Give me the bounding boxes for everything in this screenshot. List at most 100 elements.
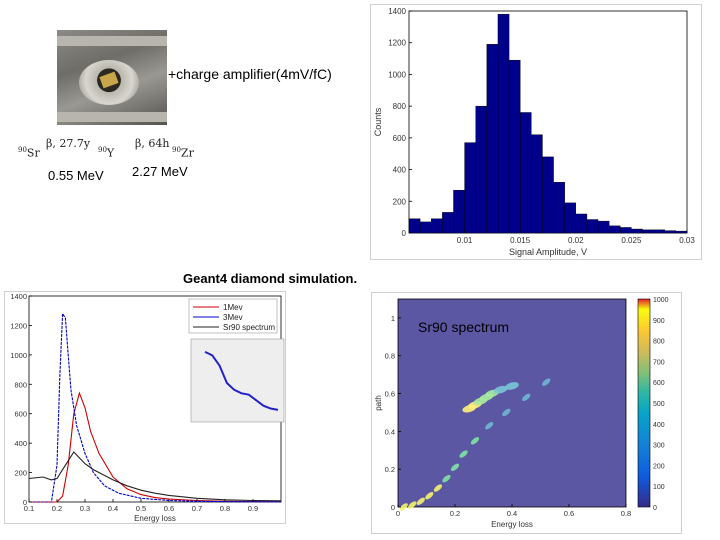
heatmap-band-cell bbox=[502, 408, 511, 417]
y-tick-label: 800 bbox=[393, 102, 407, 111]
histogram-bar bbox=[431, 218, 443, 234]
x-tick-label: 0.9 bbox=[248, 504, 258, 513]
colorbar-tick-label: 300 bbox=[653, 443, 665, 450]
x-tick-label: 0.6 bbox=[164, 504, 174, 513]
y-tick-label: 0 bbox=[402, 229, 407, 238]
energy-loss-chart: 0 200 400 600 800 1000 1200 1400 0.1 0.2 0.3 0.4 0.5… bbox=[4, 291, 286, 524]
histogram-bar bbox=[408, 218, 421, 234]
y-tick-label: 400 bbox=[393, 166, 407, 175]
histogram-bar bbox=[442, 212, 454, 234]
x-tick-label: 0.7 bbox=[192, 504, 202, 513]
signal-histogram-chart: 0 200 400 600 800 1000 1200 1400 0.01 0.015 0.02 0.… bbox=[370, 4, 702, 260]
y-tick-label: 0.8 bbox=[385, 352, 395, 361]
sr90-spectrum-series-line bbox=[28, 451, 282, 502]
y-tick-label: 1000 bbox=[10, 351, 27, 360]
histogram-bar bbox=[608, 225, 621, 234]
legend-label: 3Mev bbox=[223, 313, 243, 322]
sr90-spectrum-label: Sr90 spectrum bbox=[418, 319, 510, 335]
y-tick-label: 200 bbox=[14, 469, 27, 478]
inset-series-line bbox=[204, 350, 279, 411]
path-energy-heatmap: 0 0.2 0.4 0.6 0.8 1 0 0.2 0.4 0.6 0.8 Energy loss pa… bbox=[371, 292, 682, 534]
histogram-bar bbox=[553, 182, 565, 234]
heatmap-band-cell bbox=[522, 393, 531, 402]
x-tick-label: 0.8 bbox=[621, 509, 631, 518]
histogram-bar bbox=[675, 230, 688, 234]
y-tick-label: 1400 bbox=[10, 292, 27, 301]
x-tick-label: 0.4 bbox=[507, 509, 517, 518]
heatmap-cluster-cell bbox=[493, 385, 508, 394]
y-axis-label: path bbox=[374, 395, 383, 411]
decay-y-mass: 90 bbox=[98, 146, 107, 154]
histogram-bar bbox=[653, 229, 665, 234]
decay-sr-symbol: Sr bbox=[26, 146, 40, 160]
heatmap-band-cell bbox=[459, 450, 468, 458]
heatmap-band-cell bbox=[425, 491, 434, 500]
colorbar-tick-label: 1000 bbox=[653, 297, 669, 304]
y-axis-label: Counts bbox=[373, 107, 383, 136]
histogram-bar bbox=[564, 202, 576, 234]
y-tick-label: 0 bbox=[23, 498, 27, 507]
heatmap-band-cell bbox=[542, 378, 551, 386]
y-tick-label: 0.2 bbox=[385, 465, 395, 474]
amplifier-label: +charge amplifier(4mV/fC) bbox=[168, 66, 332, 82]
histogram-bar bbox=[664, 230, 677, 234]
x-tick-label: 0.8 bbox=[220, 504, 230, 513]
colorbar-tick-label: 500 bbox=[653, 401, 665, 408]
heatmap-band-cell bbox=[408, 501, 417, 509]
histogram-bar bbox=[464, 142, 476, 234]
y-tick-label: 200 bbox=[393, 197, 407, 206]
x-tick-label: 0.6 bbox=[564, 509, 574, 518]
y-tick-label: 400 bbox=[14, 439, 27, 448]
histogram-bar bbox=[453, 189, 465, 234]
heatmap-band-cell bbox=[416, 497, 425, 506]
decay-sr-mass: 90 bbox=[18, 146, 27, 154]
y-tick-label: 1200 bbox=[10, 321, 27, 330]
photo-rail bbox=[57, 36, 167, 46]
y-tick-label: 1 bbox=[391, 314, 395, 323]
decay-beta1: β, 27.7y bbox=[46, 137, 91, 150]
x-tick-label: 0.4 bbox=[108, 504, 118, 513]
decay-zr-mass: 90 bbox=[172, 146, 181, 154]
x-tick-label: 0.1 bbox=[24, 504, 34, 513]
y-tick-label: 0.4 bbox=[385, 427, 395, 436]
colorbar-tick-label: 800 bbox=[653, 339, 665, 346]
x-tick-label: 0.3 bbox=[80, 504, 90, 513]
energy-label-2: 2.27 MeV bbox=[132, 164, 188, 179]
x-axis-label: Signal Amplitude, V bbox=[509, 247, 587, 257]
decay-y: 90Y bbox=[98, 146, 114, 160]
photo-rail bbox=[57, 112, 167, 122]
heatmap-band-cell bbox=[450, 463, 460, 471]
histogram-bar bbox=[419, 221, 432, 234]
decay-beta2: β, 64h bbox=[135, 137, 170, 150]
heatmap-band-cell bbox=[470, 437, 480, 445]
y-tick-label: 600 bbox=[14, 410, 27, 419]
decay-y-symbol: Y bbox=[106, 146, 115, 160]
decay-zr: 90Zr bbox=[172, 146, 194, 160]
histogram-bar bbox=[631, 228, 643, 234]
x-tick-label: 0.01 bbox=[457, 236, 473, 245]
histogram-bar bbox=[497, 13, 510, 234]
colorbar-tick-label: 900 bbox=[653, 318, 665, 325]
energy-label-1: 0.55 MeV bbox=[48, 168, 104, 183]
histogram-bar bbox=[508, 59, 521, 234]
legend-label: 1Mev bbox=[223, 303, 243, 312]
heatmap-band-cell bbox=[433, 484, 443, 492]
decay-sr: 90Sr bbox=[18, 146, 40, 160]
colorbar-tick-label: 600 bbox=[653, 380, 665, 387]
histogram-bar bbox=[642, 229, 654, 234]
inset-plot bbox=[190, 338, 285, 423]
x-tick-label: 0.025 bbox=[621, 236, 642, 245]
histogram-bar bbox=[620, 227, 632, 234]
x-tick-label: 0.2 bbox=[450, 509, 460, 518]
histogram-bar bbox=[519, 112, 532, 234]
y-tick-label: 1400 bbox=[388, 7, 406, 16]
colorbar-tick-label: 700 bbox=[653, 359, 665, 366]
decay-zr-symbol: Zr bbox=[180, 146, 194, 160]
histogram-bar bbox=[586, 219, 599, 234]
heatmap-band-cell bbox=[399, 503, 408, 511]
histogram-bar bbox=[531, 134, 543, 234]
colorbar-tick-label: 0 bbox=[653, 505, 657, 512]
histogram-bar bbox=[575, 213, 588, 234]
x-axis-label: Energy loss bbox=[134, 514, 176, 523]
x-tick-label: 0.5 bbox=[136, 504, 146, 513]
